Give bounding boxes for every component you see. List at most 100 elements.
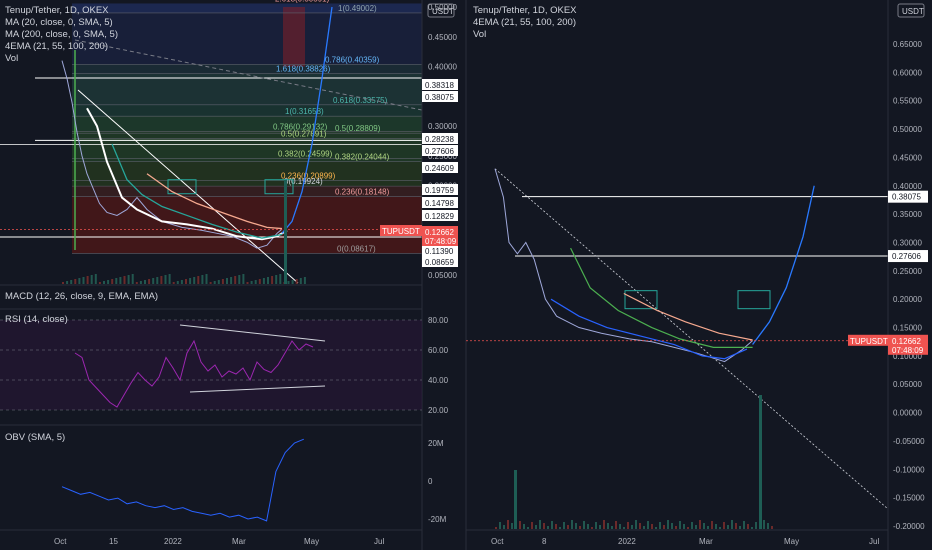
fib-zone [72,104,422,117]
left-time-axis: Oct 15 2022 Mar May Jul [54,537,384,546]
price-tag-text: 0.38318 [425,81,454,90]
volume-bar [559,527,561,529]
volume-bar [539,520,541,529]
right-chart-panel[interactable]: Tenup/Tether, 1D, OKEX 4EMA (21, 55, 100… [466,0,928,550]
obv-label[interactable]: OBV (SMA, 5) [5,432,65,443]
ema-orange-line[interactable] [623,292,753,341]
fib-level-label: 2.618(0.50591) [275,0,330,3]
obv-plot[interactable] [61,438,304,522]
rsi-line[interactable] [74,339,314,408]
right-price-axis[interactable]: 0.65000 0.60000 0.55000 0.50000 0.45000 0.400… [893,40,925,531]
price-axis-tick: 0.50000 [893,125,922,134]
ema-orange-line[interactable] [146,173,283,230]
price-tag-text: 0.27606 [425,147,454,156]
volume-bar [731,520,733,529]
volume-bar [695,525,697,529]
right-price-plot[interactable] [466,168,889,529]
volume-bar [651,524,653,529]
rsi-trendline[interactable] [189,385,326,393]
price-axis-tick: 0.45000 [893,153,922,162]
obv-line[interactable] [61,438,304,522]
indicator-ma20-label[interactable]: MA (20, close, 0, SMA, 5) [5,17,113,28]
rsi-label[interactable]: RSI (14, close) [5,314,68,325]
resistance-box[interactable] [264,179,294,195]
projected-curve[interactable] [752,185,815,345]
price-axis-tick: -0.15000 [893,494,925,503]
volume-bar [287,281,290,284]
fib-zone [72,116,422,132]
resistance-box[interactable] [737,290,771,310]
ema-green-line[interactable] [111,143,283,239]
indicator-4ema-label[interactable]: 4EMA (21, 55, 100, 200) [5,41,108,52]
volume-bar [94,274,97,284]
volume-bar [119,277,122,284]
obv-axis-tick: -20M [428,515,447,524]
currency-badge[interactable] [427,3,455,18]
time-axis-tick: 2022 [164,537,182,546]
volume-bar [543,523,545,529]
price-series[interactable] [61,60,283,249]
volume-bar [663,525,665,529]
time-axis-tick: 2022 [618,537,636,546]
indicator-ma200-label[interactable]: MA (200, close, 0, SMA, 5) [5,29,118,40]
ticker-symbol-tag [848,334,888,346]
resistance-box[interactable] [167,179,197,195]
volume-bar [671,523,673,529]
volume-bar [707,526,709,529]
fibonacci-retracement[interactable]: 2.618(0.50591) 1(0.49002) 0.786(0.40359)1.… [72,0,422,254]
volume-bar [495,527,497,529]
rsi-plot[interactable] [0,319,422,411]
left-chart-panel[interactable]: 2.618(0.50591) 1(0.49002) 0.786(0.40359)1.… [0,0,458,550]
volume-bar [160,276,163,284]
price-axis-tick: 0.15000 [893,324,922,333]
fib-zone [72,3,422,13]
price-axis-tick: 0.05000 [893,380,922,389]
volume-bar [631,525,633,529]
fib-level-label: 0.236(0.18148) [335,188,390,197]
price-axis-tick: 0.30000 [893,238,922,247]
ema-white-line[interactable] [86,107,288,241]
dashed-trendline[interactable] [74,39,423,111]
currency-badge[interactable] [897,3,925,18]
fib-zone [72,12,422,65]
left-price-plot[interactable] [0,6,423,284]
volume-bar [507,520,509,529]
price-axis-tick: 0.65000 [893,40,922,49]
volume-bar [511,523,513,529]
volume-bar [135,282,138,284]
fib-zone [72,73,422,105]
volume-bar [86,276,89,284]
volume-bar [279,274,282,284]
volume-bar [659,522,661,529]
fib-level-label: 0.5(0.27891) [281,130,327,139]
volume-bar [82,277,85,284]
projected-curve[interactable] [281,6,333,234]
resistance-box[interactable] [624,290,658,310]
fib-zone [72,186,422,197]
volume-bar [267,277,269,284]
fib-extension-zone [283,7,305,67]
indicator-4ema-label[interactable]: 4EMA (21, 55, 100, 200) [473,17,576,28]
fib-level-label: 0.236(0.20899) [281,171,336,180]
volume-bar [127,275,130,284]
volume-bar [103,281,105,284]
volume-bar [555,524,557,529]
ema-blue-line[interactable] [550,298,748,360]
volume-bar [735,523,737,529]
indicator-vol-label[interactable]: Vol [473,29,486,40]
volume-bar [571,520,573,529]
volume-bar [759,395,762,529]
obv-axis: 20M 0 -20M [428,439,447,524]
price-axis-tick: 0.30000 [428,122,457,131]
ticker-countdown: 07:48:09 [892,346,924,355]
indicator-vol-label[interactable]: Vol [5,53,18,64]
ema-green-line[interactable] [570,247,753,348]
macd-label[interactable]: MACD (12, 26, close, 9, EMA, EMA) [5,291,158,302]
price-axis-tick: -0.20000 [893,522,925,531]
rsi-trendline[interactable] [179,324,326,342]
descending-trendline[interactable] [494,168,889,510]
volume-bar [242,274,245,284]
descending-trendline[interactable] [77,89,299,284]
volume-bar [611,526,613,529]
